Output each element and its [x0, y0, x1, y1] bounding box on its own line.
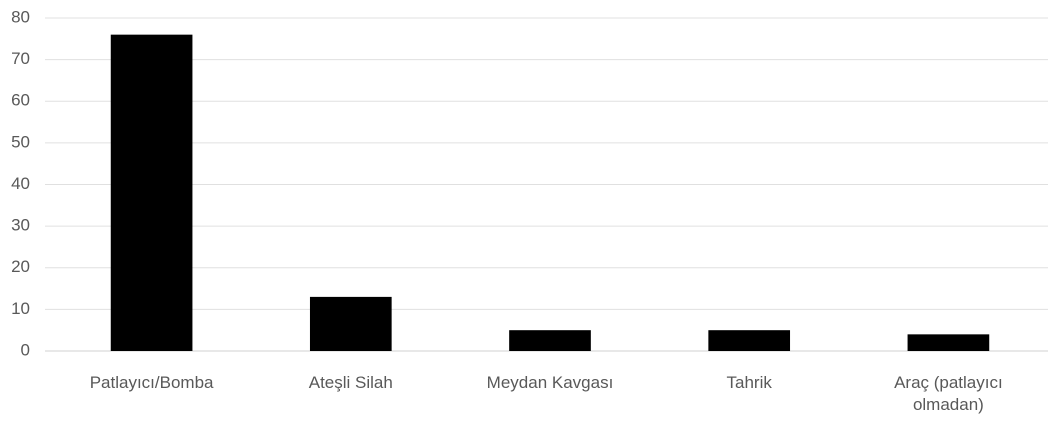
y-tick-label: 20	[11, 257, 30, 276]
x-tick-label: Araç (patlayıcı olmadan)	[894, 373, 1003, 414]
bar	[708, 330, 791, 351]
y-tick-label: 50	[11, 132, 30, 151]
bar	[110, 34, 193, 352]
x-tick-label: Ateşli Silah	[308, 373, 393, 392]
y-tick-label: 80	[11, 7, 30, 26]
y-tick-label: 30	[11, 216, 30, 235]
x-tick-label: Tahrik	[726, 373, 772, 392]
x-tick-label: Meydan Kavgası	[486, 373, 614, 392]
y-tick-label: 40	[11, 174, 30, 193]
y-tick-label: 0	[21, 340, 30, 359]
bar	[509, 330, 591, 351]
y-tick-label: 60	[11, 91, 30, 110]
bar	[907, 334, 990, 351]
bar	[309, 296, 392, 351]
x-tick-label: Patlayıcı/Bomba	[89, 373, 214, 392]
y-tick-label: 10	[11, 299, 30, 318]
y-tick-label: 70	[11, 49, 30, 68]
